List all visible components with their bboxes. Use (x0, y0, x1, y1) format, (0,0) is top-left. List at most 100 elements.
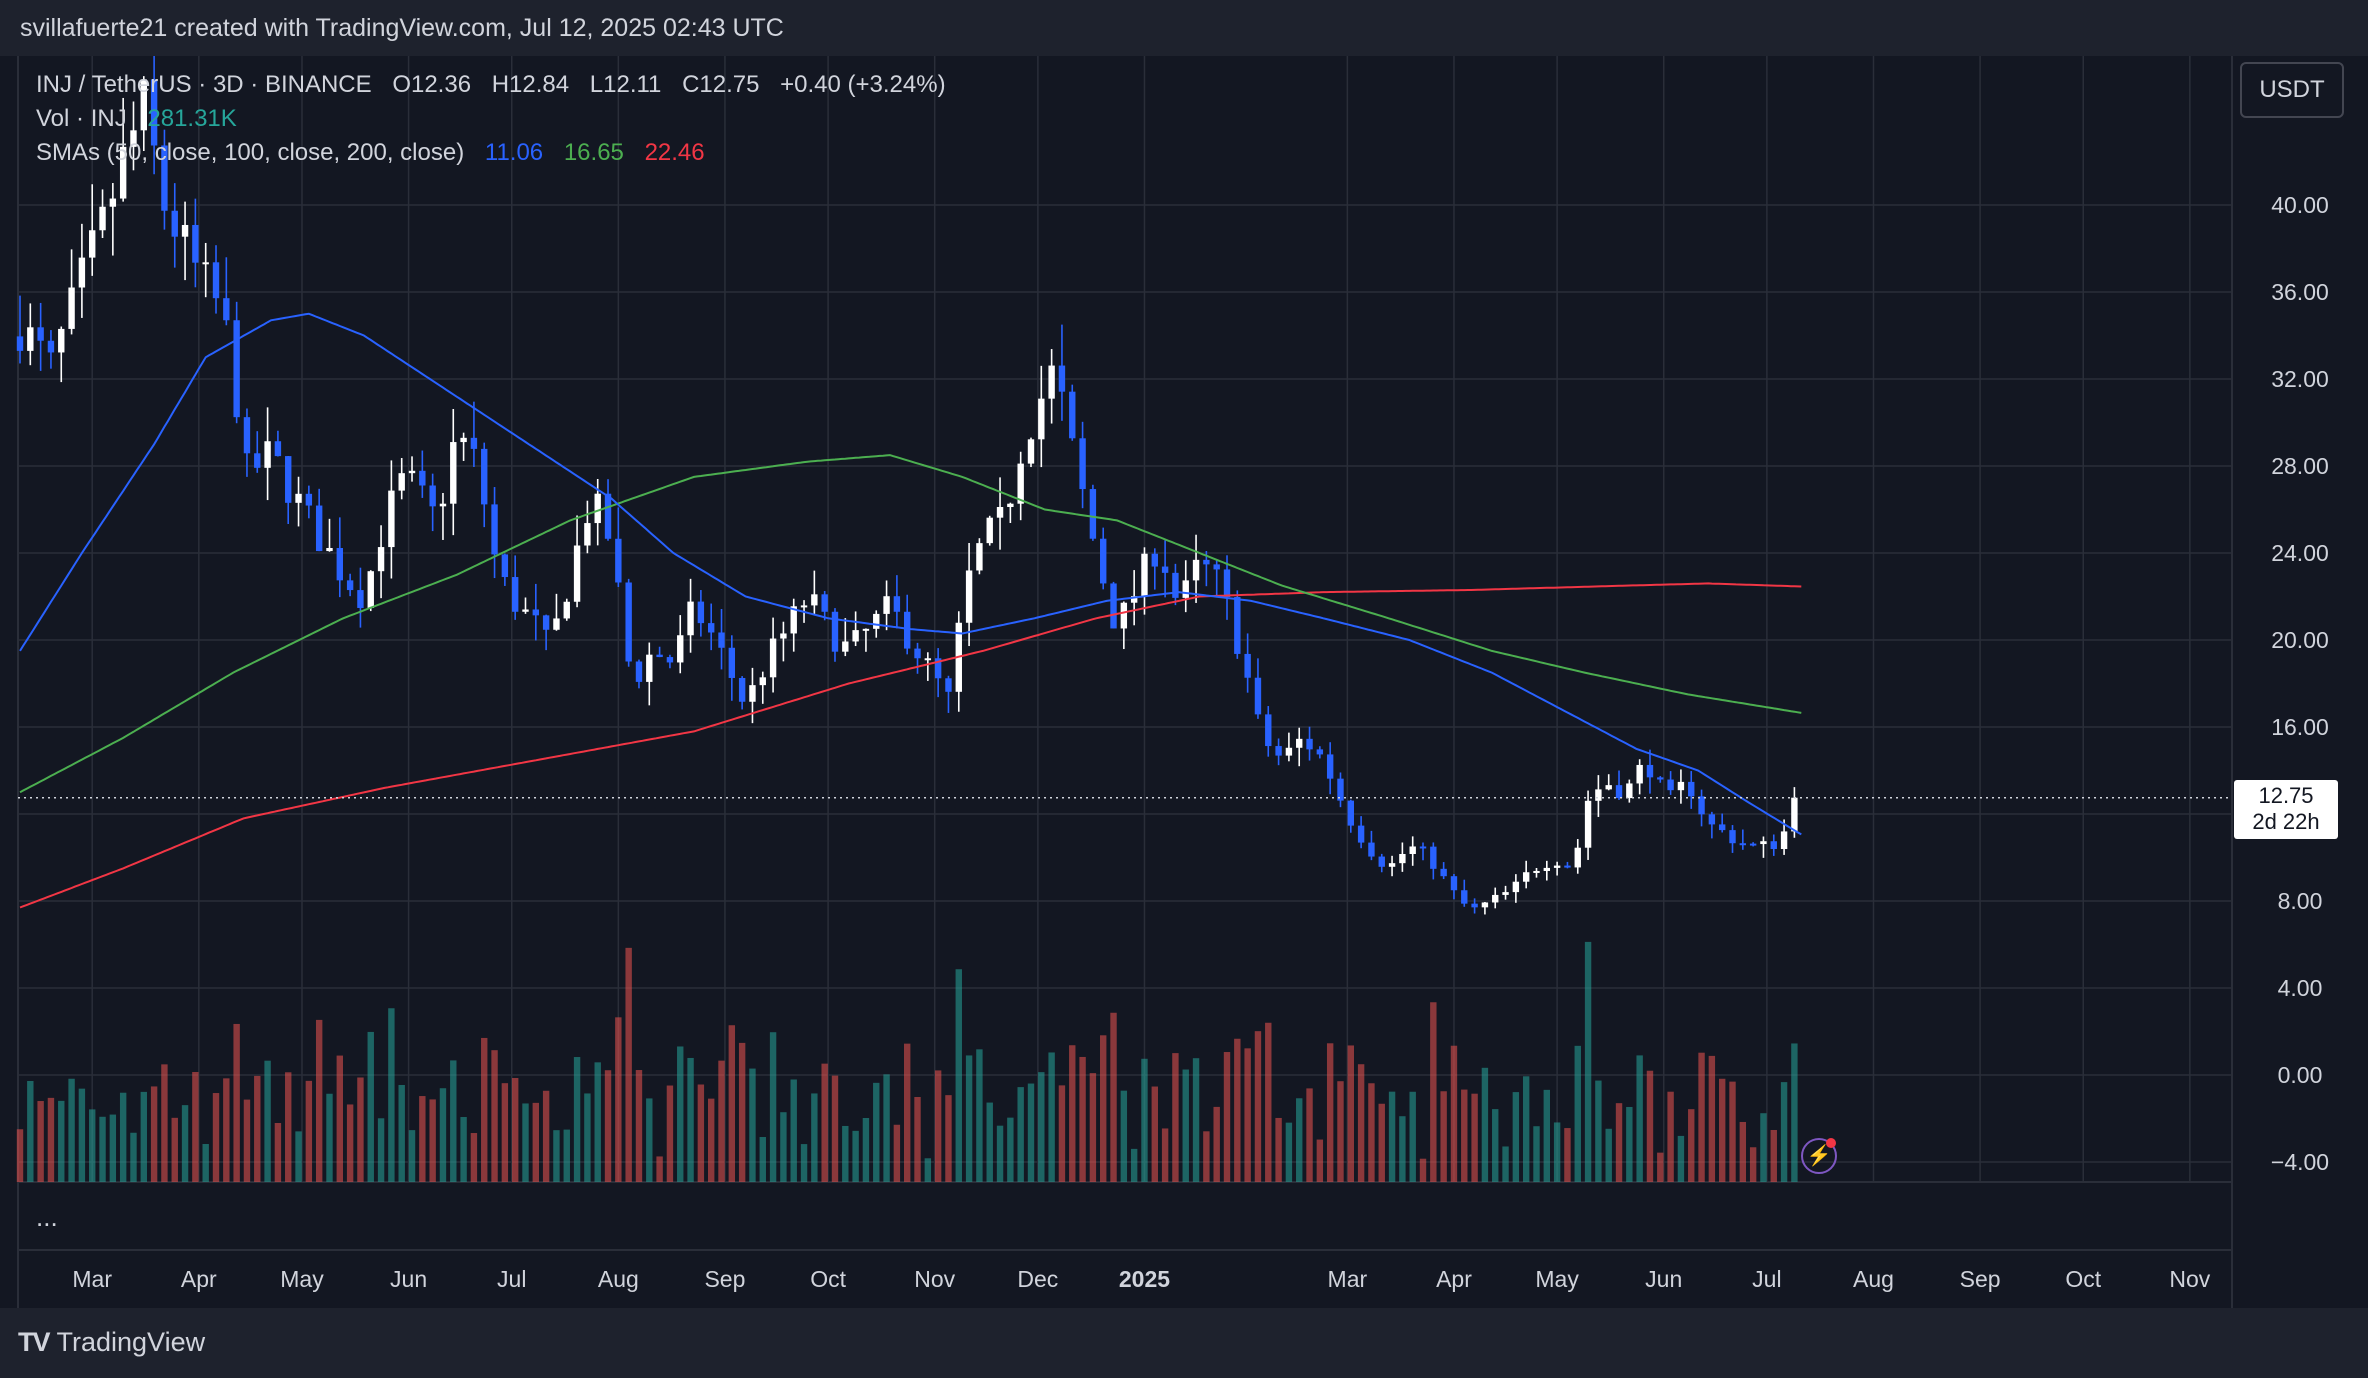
volume-bar (883, 1074, 890, 1182)
candle-body (109, 198, 117, 207)
candle-body (78, 257, 86, 288)
volume-bar (1399, 1116, 1406, 1182)
volume-bar (1100, 1035, 1107, 1182)
candle-body (573, 545, 581, 602)
volume-bar (1780, 1082, 1788, 1182)
x-tick-label: Sep (1960, 1266, 2001, 1292)
candle-body (1130, 596, 1138, 603)
candle-body (1151, 553, 1158, 567)
volume-bar (1069, 1045, 1076, 1182)
candle-body (481, 448, 488, 505)
volume-bar (326, 1093, 333, 1182)
candle-body (1729, 830, 1736, 844)
volume-bar (1337, 1081, 1344, 1182)
candle-body (1306, 738, 1313, 750)
candle-body (1646, 764, 1654, 778)
volume-bar (233, 1023, 240, 1182)
candle-body (336, 547, 344, 581)
candle-body (388, 490, 395, 548)
tradingview-brand[interactable]: TV TradingView (18, 1322, 205, 1362)
candle-body (1368, 842, 1375, 857)
flash-icon[interactable]: ⚡ (1801, 1138, 1837, 1174)
y-tick-label: 8.00 (2278, 888, 2323, 914)
candle-body (821, 594, 828, 612)
candle-body (1203, 559, 1210, 565)
y-tick-label: 32.00 (2271, 366, 2329, 392)
volume-label[interactable]: Vol · INJ (36, 105, 127, 132)
volume-bar (553, 1130, 560, 1182)
y-tick-label: 24.00 (2271, 540, 2329, 566)
more-indicators-button[interactable]: ... (36, 1202, 58, 1232)
volume-bar (728, 1025, 736, 1182)
sma-label[interactable]: SMAs (50, close, 100, close, 200, close) (36, 139, 465, 166)
candle-body (1780, 831, 1788, 850)
volume-bar (1502, 1146, 1509, 1182)
candle-body (914, 648, 921, 659)
volume-bar (1657, 1152, 1664, 1182)
candle-body (1337, 778, 1344, 801)
candle-body (202, 262, 209, 265)
candle-body (656, 654, 663, 658)
volume-bar (243, 1099, 251, 1182)
volume-bar (1027, 1083, 1035, 1182)
volume-bar (99, 1116, 106, 1182)
footer-bar (0, 1308, 2368, 1378)
candle-body (883, 596, 890, 614)
volume-bar (635, 1070, 643, 1182)
volume-bar (1461, 1089, 1468, 1182)
volume-bar (1151, 1086, 1158, 1182)
x-tick-label: Mar (1328, 1266, 1368, 1292)
volume-bar (1615, 1103, 1623, 1182)
volume-bar (202, 1144, 209, 1182)
symbol-name[interactable]: INJ / TetherUS · 3D · BINANCE (36, 71, 372, 98)
candle-body (1626, 783, 1633, 799)
volume-bar (1326, 1043, 1334, 1182)
volume-bar (408, 1130, 416, 1182)
volume-bar (1244, 1048, 1251, 1182)
last-price-tag: 12.75 2d 22h (2234, 780, 2338, 839)
candle-body (295, 493, 302, 503)
candle-body (1430, 846, 1437, 869)
candle-body (1718, 824, 1726, 831)
volume-bar (1595, 1080, 1602, 1182)
volume-bar (429, 1099, 436, 1182)
volume-bar (1533, 1126, 1540, 1182)
candle-body (1605, 785, 1612, 790)
volume-bar (1667, 1091, 1674, 1182)
notification-dot (1826, 1138, 1836, 1148)
volume-bar (1368, 1083, 1375, 1182)
candle-body (264, 441, 271, 468)
candle-body (1027, 439, 1035, 464)
volume-bar (914, 1097, 921, 1182)
volume-bar (1430, 1002, 1437, 1182)
candle-body (831, 611, 839, 652)
price-change: +0.40 (+3.24%) (780, 71, 946, 98)
volume-bar (346, 1104, 354, 1182)
volume-bar (1553, 1122, 1561, 1182)
volume-bar (274, 1122, 282, 1182)
candle-body (1275, 746, 1282, 756)
sma200-line (19, 582, 1802, 909)
candle-body (615, 538, 622, 583)
candle-body (460, 437, 467, 443)
candle-body (1688, 781, 1695, 797)
candle-body (1461, 890, 1468, 904)
volume-bar (212, 1093, 220, 1182)
candle-body (1285, 747, 1293, 756)
candle-body (346, 580, 354, 591)
volume-bar (1254, 1031, 1262, 1182)
currency-button[interactable]: USDT (2240, 62, 2344, 118)
volume-bar (986, 1102, 993, 1182)
volume-bar (1770, 1129, 1777, 1182)
candle-body (1213, 564, 1220, 570)
candle-body (357, 590, 364, 608)
candle-body (243, 417, 251, 454)
candle-body (285, 456, 292, 503)
x-tick-label: Jul (1752, 1266, 1781, 1292)
volume-bar (1130, 1148, 1138, 1182)
y-tick-label: 20.00 (2271, 627, 2329, 653)
y-tick-label: −4.00 (2271, 1149, 2329, 1175)
y-tick-label: 40.00 (2271, 192, 2329, 218)
volume-bar (37, 1101, 44, 1182)
